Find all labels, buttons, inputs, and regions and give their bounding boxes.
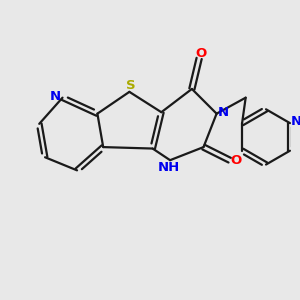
Text: O: O [195,47,206,60]
Text: S: S [126,79,136,92]
Text: NH: NH [158,161,180,174]
Text: N: N [50,90,61,103]
Text: N: N [218,106,229,119]
Text: O: O [230,154,242,167]
Text: N: N [291,115,300,128]
